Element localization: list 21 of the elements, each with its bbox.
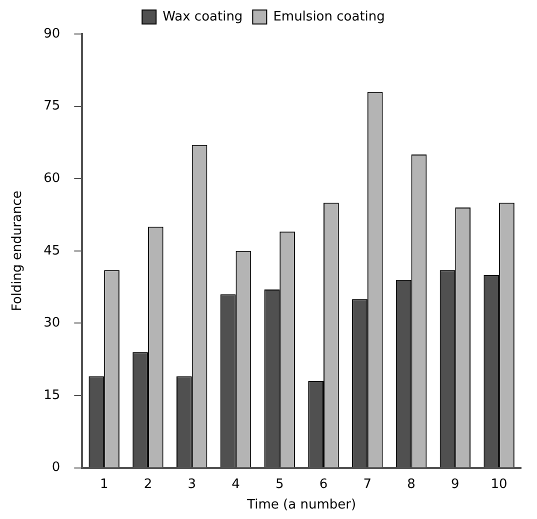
y-tick-label: 75: [44, 98, 60, 114]
x-tick-label: 4: [232, 476, 240, 492]
x-tick-label: 3: [188, 476, 196, 492]
y-tick-label: 0: [52, 460, 60, 476]
x-tick-label: 10: [490, 476, 508, 492]
y-axis-title: Folding endurance: [10, 190, 26, 312]
x-tick-label: 9: [451, 476, 460, 492]
x-tick-label: 1: [100, 476, 108, 492]
legend-label: Emulsion coating: [273, 9, 385, 24]
x-tick-label: 6: [319, 476, 328, 492]
x-tick-label: 8: [407, 476, 416, 492]
x-axis-title: Time (a number): [246, 498, 356, 513]
y-tick-label: 30: [44, 316, 60, 331]
x-tick-label: 2: [144, 476, 152, 492]
y-tick-label: 45: [44, 243, 60, 258]
x-tick-label: 5: [275, 476, 284, 492]
y-tick-label: 60: [44, 170, 60, 186]
x-tick-label: 7: [363, 476, 372, 492]
y-tick-label: 15: [44, 388, 60, 403]
legend-label: Wax coating: [162, 9, 243, 24]
y-tick-label: 90: [44, 26, 60, 42]
